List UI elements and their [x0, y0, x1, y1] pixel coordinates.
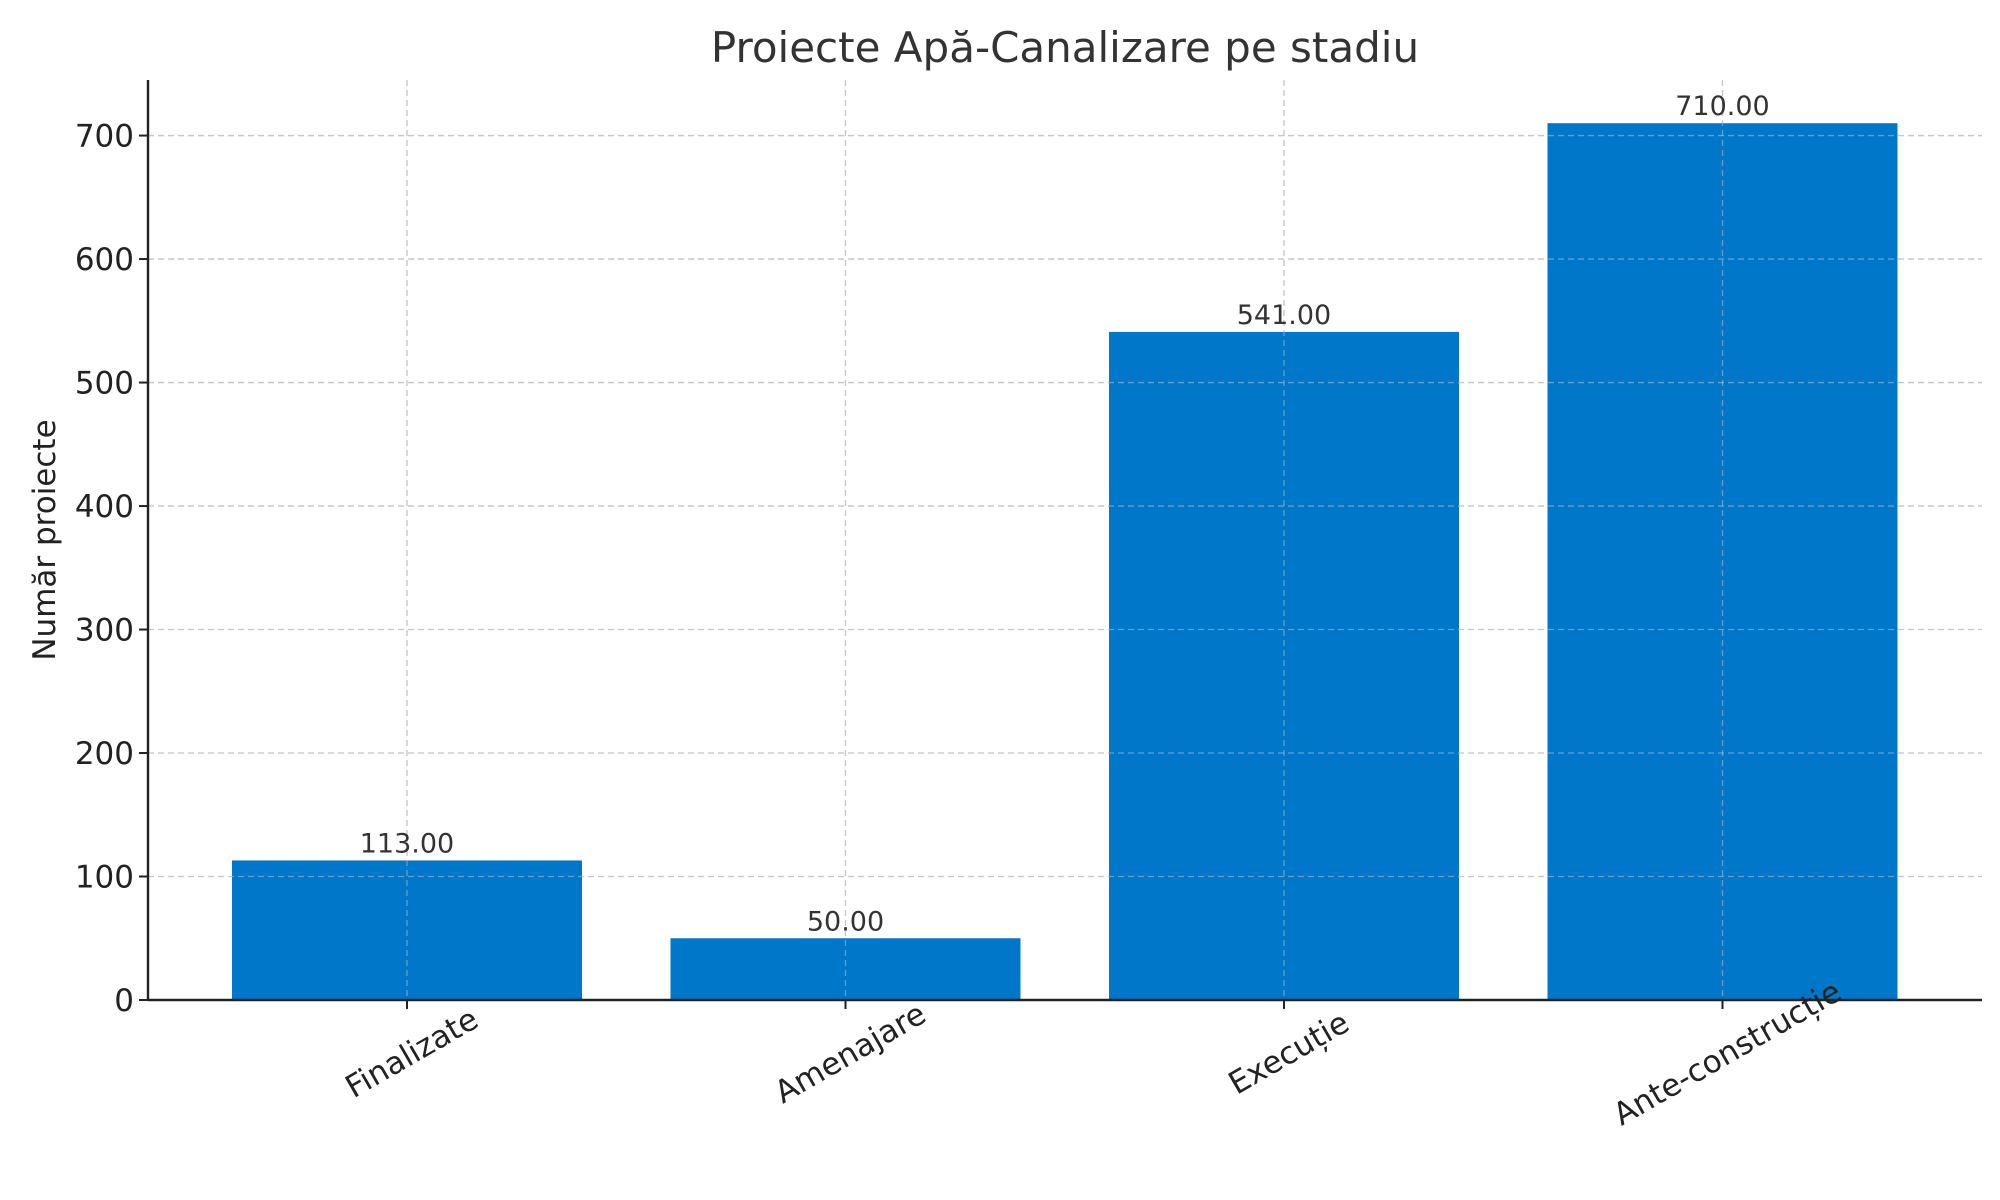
- y-tick-label: 400: [75, 489, 134, 525]
- data-label: 541.00: [1237, 300, 1331, 331]
- y-tick-label: 300: [75, 613, 134, 649]
- x-tick-label: Amenajare: [769, 996, 932, 1111]
- bars: [148, 80, 1982, 1001]
- y-axis-label: Număr proiecte: [27, 419, 63, 660]
- y-tick-label: 100: [75, 860, 134, 896]
- y-tick-label: 600: [75, 242, 134, 278]
- y-tick-label: 700: [75, 119, 134, 155]
- data-label: 113.00: [360, 828, 454, 859]
- x-tick-label: Execuție: [1223, 1005, 1356, 1102]
- y-tick-label: 200: [75, 736, 134, 772]
- x-tick-label: Finalizate: [340, 1001, 485, 1105]
- chart-title: Proiecte Apă-Canalizare pe stadiu: [711, 23, 1419, 72]
- bar-1: [670, 938, 1021, 1000]
- data-label: 710.00: [1675, 91, 1769, 122]
- y-tick-label: 500: [75, 366, 134, 402]
- axes: [139, 80, 1982, 1009]
- y-tick-label: 0: [114, 983, 134, 1019]
- data-label: 50.00: [807, 906, 884, 937]
